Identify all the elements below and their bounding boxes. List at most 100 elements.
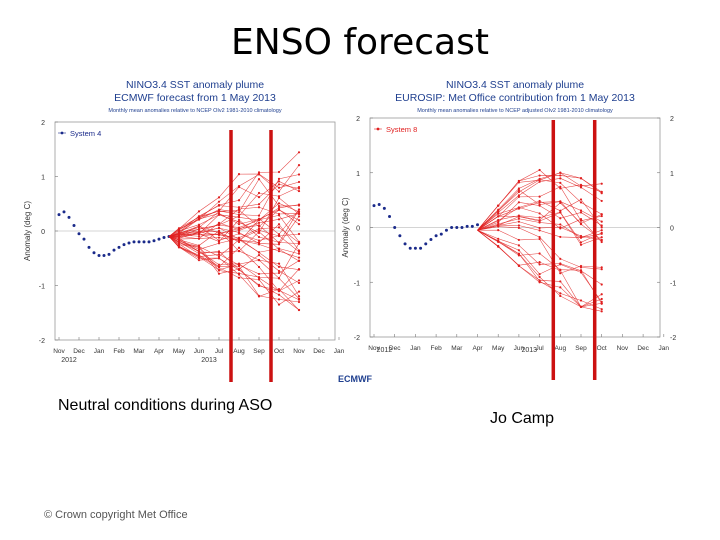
- observed-point: [132, 240, 136, 244]
- forecast-point: [277, 204, 281, 208]
- forecast-point: [497, 219, 500, 222]
- forecast-point: [217, 196, 221, 199]
- forecast-member-line: [168, 236, 300, 275]
- observed-point: [470, 224, 474, 228]
- forecast-point: [517, 220, 521, 223]
- forecast-point: [538, 216, 541, 219]
- forecast-point: [559, 177, 562, 180]
- forecast-point: [297, 298, 301, 301]
- forecast-point: [277, 212, 281, 216]
- forecast-point: [237, 218, 241, 222]
- observed-point: [122, 243, 126, 247]
- forecast-point: [297, 215, 301, 218]
- forecast-point: [257, 272, 261, 276]
- forecast-point: [497, 237, 500, 240]
- forecast-point: [517, 249, 521, 252]
- forecast-point: [600, 293, 603, 296]
- y-tick-label-right: -1: [670, 280, 676, 287]
- observed-point: [77, 232, 81, 236]
- forecast-point: [257, 206, 261, 209]
- forecast-point: [277, 277, 281, 280]
- forecast-point: [538, 177, 541, 180]
- forecast-point: [538, 195, 541, 198]
- forecast-point: [559, 263, 562, 266]
- observed-point: [157, 237, 161, 241]
- forecast-point: [237, 207, 241, 211]
- forecast-member-line: [168, 186, 300, 237]
- forecast-point: [217, 208, 221, 211]
- forecast-point: [237, 199, 241, 202]
- forecast-point: [277, 206, 281, 210]
- y-axis-label: Anomaly (deg C): [23, 201, 32, 261]
- forecast-point: [177, 245, 181, 249]
- forecast-point: [277, 241, 281, 244]
- forecast-point: [297, 295, 301, 298]
- x-tick-label: Jun: [194, 348, 205, 355]
- forecast-point: [297, 259, 301, 262]
- forecast-point: [579, 223, 583, 226]
- forecast-point: [277, 202, 281, 205]
- observed-point: [117, 245, 121, 249]
- forecast-point: [277, 265, 281, 268]
- observed-point: [102, 254, 106, 258]
- caption: Neutral conditions during ASO: [58, 397, 273, 414]
- forecast-point: [297, 241, 301, 244]
- forecast-point: [600, 297, 603, 301]
- ecmwf-logo: ECMWF: [338, 374, 372, 384]
- forecast-point: [257, 258, 261, 262]
- forecast-point: [600, 213, 603, 216]
- forecast-point: [277, 180, 281, 183]
- forecast-point: [237, 232, 241, 235]
- forecast-member-line: [168, 213, 300, 237]
- forecast-point: [197, 255, 201, 258]
- forecast-point: [297, 308, 301, 312]
- forecast-member-line: [168, 174, 300, 237]
- x-tick-label: Jan: [334, 348, 345, 355]
- forecast-point: [237, 211, 241, 214]
- forecast-point: [600, 240, 603, 244]
- forecast-point: [538, 199, 541, 203]
- forecast-member-line: [168, 184, 300, 237]
- forecast-point: [579, 299, 583, 302]
- x-tick-label: Feb: [430, 345, 442, 352]
- forecast-point: [297, 208, 301, 211]
- x-tick-label: Feb: [113, 348, 125, 355]
- forecast-point: [297, 164, 301, 167]
- forecast-point: [177, 232, 181, 236]
- forecast-point: [277, 186, 281, 189]
- forecast-point: [257, 231, 261, 235]
- forecast-point: [257, 251, 261, 254]
- forecast-member-line: [168, 209, 300, 240]
- forecast-point: [237, 246, 241, 249]
- forecast-point: [517, 214, 521, 217]
- forecast-point: [197, 252, 201, 255]
- forecast-point: [237, 276, 241, 279]
- y-tick-label: -1: [354, 280, 360, 287]
- forecast-point: [579, 234, 583, 238]
- x-tick-label: Oct: [274, 348, 284, 355]
- x-tick-label: Oct: [597, 345, 607, 352]
- y-tick-label: 1: [41, 175, 45, 182]
- forecast-point: [297, 268, 301, 271]
- forecast-point: [197, 231, 201, 234]
- copyright-footer: © Crown copyright Met Office: [44, 509, 188, 521]
- forecast-point: [579, 219, 583, 222]
- forecast-point: [579, 186, 583, 189]
- author: Jo Camp: [490, 410, 555, 427]
- forecast-point: [517, 206, 521, 209]
- forecast-point: [297, 180, 301, 184]
- forecast-point: [297, 210, 301, 213]
- forecast-point: [538, 236, 541, 239]
- forecast-member-line: [168, 236, 300, 299]
- forecast-point: [297, 281, 301, 285]
- observed-point: [439, 232, 443, 236]
- x-tick-label: Dec: [637, 345, 649, 352]
- forecast-point: [600, 302, 603, 305]
- forecast-point: [217, 236, 221, 239]
- observed-point: [408, 246, 412, 250]
- forecast-point: [277, 208, 281, 211]
- forecast-point: [517, 179, 521, 183]
- forecast-point: [237, 220, 241, 224]
- forecast-point: [600, 214, 603, 218]
- observed-point: [162, 236, 166, 240]
